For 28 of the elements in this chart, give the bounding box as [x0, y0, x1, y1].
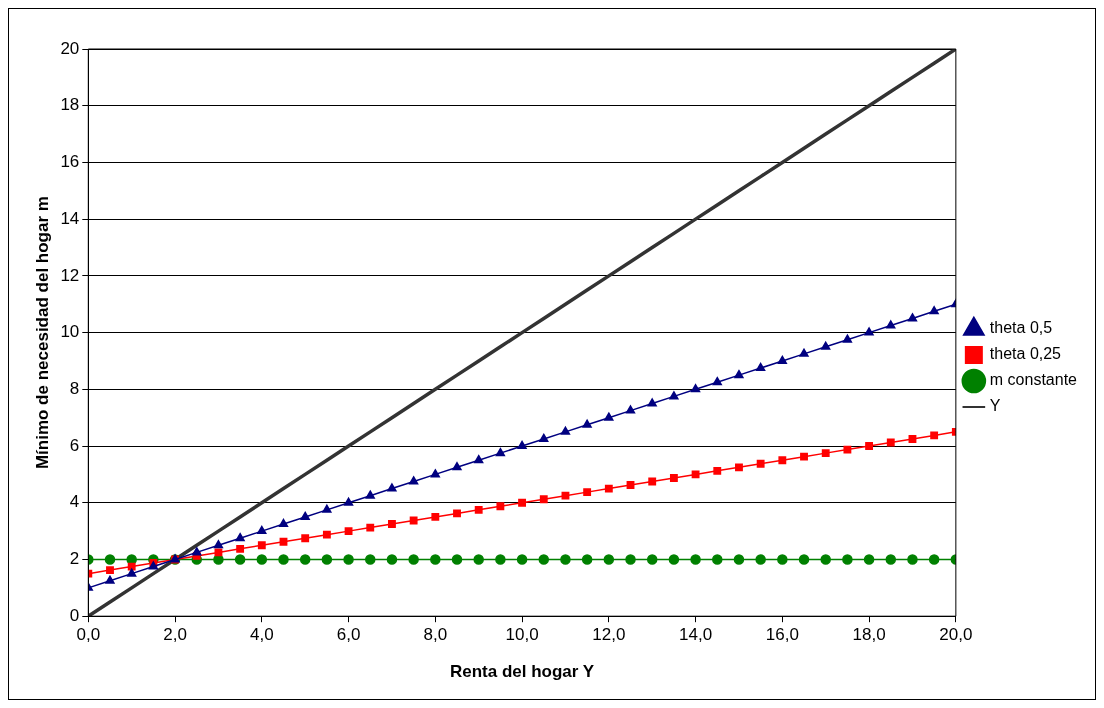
- y-tick-label: 0: [69, 605, 80, 625]
- y-tick-label: 8: [69, 379, 80, 399]
- y-tick-label: 12: [60, 265, 80, 285]
- x-tick-label: 12,0: [592, 625, 626, 645]
- y-tick-label: 20: [60, 38, 80, 58]
- x-tick-label: 14,0: [679, 625, 713, 645]
- x-axis-title: Renta del hogar Y: [449, 662, 595, 682]
- legend-label: Y: [989, 397, 1001, 415]
- y-tick-label: 16: [60, 152, 80, 172]
- x-tick-label: 8,0: [423, 625, 448, 645]
- x-tick-label: 2,0: [163, 625, 187, 645]
- x-tick-label: 16,0: [765, 625, 799, 645]
- y-tick-label: 4: [69, 492, 80, 512]
- y-tick-label: 18: [60, 95, 80, 115]
- y-tick-label: 14: [60, 208, 80, 228]
- y-tick-label: 10: [60, 322, 80, 342]
- legend-label: theta 0,25: [989, 345, 1062, 363]
- y-tick-label: 2: [69, 549, 80, 569]
- x-tick-label: 0,0: [76, 625, 101, 645]
- x-tick-label: 18,0: [852, 625, 886, 645]
- x-tick-label: 20,0: [939, 625, 973, 645]
- x-tick-label: 10,0: [505, 625, 539, 645]
- x-tick-label: 4,0: [250, 625, 274, 645]
- y-tick-label: 6: [69, 435, 80, 455]
- legend-label: m constante: [989, 371, 1078, 389]
- y-axis-title: Mínimo de necesidad del hogar m: [32, 196, 52, 470]
- legend-label: theta 0,5: [989, 319, 1053, 337]
- x-tick-label: 6,0: [336, 625, 361, 645]
